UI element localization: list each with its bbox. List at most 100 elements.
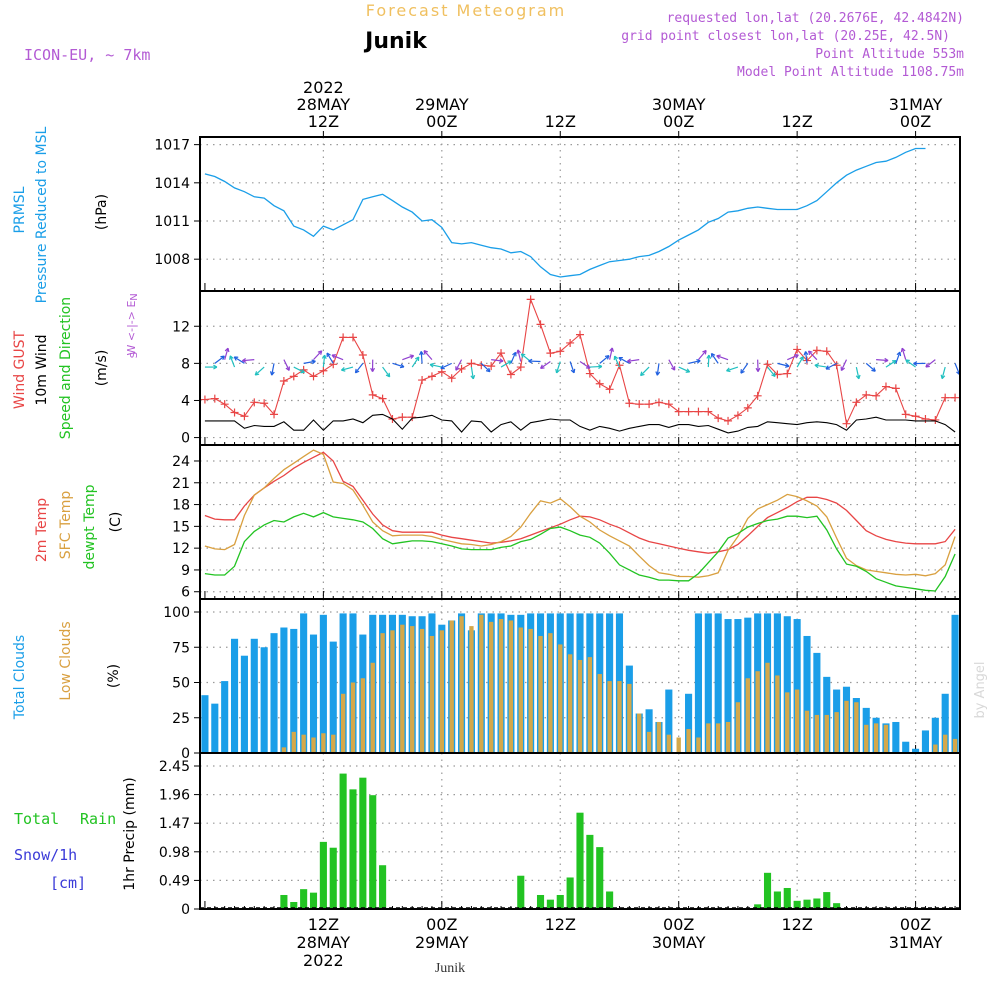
wind-arrowhead xyxy=(233,356,239,361)
wind-arrowhead xyxy=(470,374,476,380)
point-altitude: Point Altitude 553m xyxy=(815,47,964,62)
total-cloud-bar xyxy=(250,638,258,753)
wind-arrow xyxy=(229,355,236,368)
wind-arrowhead xyxy=(499,358,504,364)
gust-point xyxy=(862,390,871,399)
bottom-axis-hour: 00Z xyxy=(900,915,931,934)
wind-arrow xyxy=(440,362,452,369)
pressure-line xyxy=(204,147,926,278)
model-altitude: Model Point Altitude 1108.75m xyxy=(737,65,964,80)
rain-bar xyxy=(369,795,377,909)
snow-label: Snow/1h xyxy=(14,846,77,864)
wind-arrow xyxy=(303,360,316,364)
total-cloud-bar xyxy=(921,730,930,753)
low-cloud-bar xyxy=(577,659,583,753)
total-cloud-bar xyxy=(329,641,337,753)
wind-arrow xyxy=(678,366,690,373)
wind-arrowhead xyxy=(884,357,889,363)
wind-arrowhead xyxy=(326,352,331,358)
wind-arrowhead xyxy=(913,361,918,366)
low-cloud-bar xyxy=(656,721,662,753)
gust-point xyxy=(911,412,920,421)
low-cloud-bar xyxy=(794,689,800,753)
wind-panel: 0 4 8 12 NW <-|-> ES xyxy=(125,290,961,447)
rain-bar xyxy=(556,894,564,909)
bottom-axis-date: 28MAY xyxy=(297,933,351,952)
gust-point xyxy=(941,393,950,402)
wind-arrowhead xyxy=(626,358,632,364)
gust-point xyxy=(842,419,851,428)
wind-arrowhead xyxy=(570,368,576,374)
low-clouds-label: Low Clouds xyxy=(58,621,74,700)
wind-arrow xyxy=(589,365,602,368)
rain-bar xyxy=(546,899,554,909)
wind-arrowhead xyxy=(892,359,897,365)
gust-point xyxy=(516,363,525,372)
total-cloud-bar xyxy=(260,647,268,753)
wind-arrow xyxy=(242,359,255,362)
gust-point xyxy=(319,366,328,375)
wind-arrowhead xyxy=(807,350,813,356)
gust-point xyxy=(427,372,436,381)
wind-desc-label: Speed and Direction xyxy=(58,297,74,439)
gust-point xyxy=(625,399,634,408)
gust-point xyxy=(645,400,654,409)
wind-arrow xyxy=(420,351,423,364)
gust-point xyxy=(358,351,367,360)
total-cloud-bar xyxy=(280,627,288,753)
y-tick-label: 24 xyxy=(172,454,190,470)
compass-s: S xyxy=(129,352,140,358)
wind-arrow xyxy=(322,355,326,368)
wind-arrow xyxy=(895,351,901,364)
y-tick-label: 1014 xyxy=(154,176,190,192)
low-cloud-bar xyxy=(883,724,889,753)
total-cloud-bar xyxy=(803,635,811,753)
bottom-axis-date: 30MAY xyxy=(652,933,706,952)
rain-bar xyxy=(763,872,772,909)
gust-point xyxy=(497,349,506,358)
wind-arrowhead xyxy=(540,364,545,369)
sfc-temp-line xyxy=(204,449,956,578)
chart-title: Forecast Meteogram xyxy=(366,1,566,20)
bottom-axis-date: 31MAY xyxy=(889,933,943,952)
wind-arrow xyxy=(697,350,707,361)
model-name: ICON-EU, ~ 7km xyxy=(24,46,150,64)
rain-bar xyxy=(833,903,841,909)
gust-point xyxy=(329,360,338,369)
gust-point xyxy=(467,359,476,368)
top-axis-hour: 12Z xyxy=(781,112,812,131)
wind-arrow xyxy=(876,359,889,362)
low-cloud-bar xyxy=(617,681,622,753)
gust-point xyxy=(230,408,239,417)
total-cloud-bar xyxy=(793,619,801,753)
wind-arrow xyxy=(491,359,504,362)
gust-point xyxy=(220,400,229,409)
total-rain-label2: Rain xyxy=(80,810,116,828)
y-tick-label: 0 xyxy=(181,902,190,918)
wind-arrow xyxy=(455,359,463,371)
low-cloud-bar xyxy=(518,627,523,753)
wind-arrow xyxy=(941,366,946,379)
gust-point xyxy=(674,407,683,416)
low-cloud-bar xyxy=(528,628,533,753)
gust-point xyxy=(951,393,960,402)
rain-bar xyxy=(566,877,574,909)
wind-arrowhead xyxy=(604,355,610,360)
top-axis-date: 28MAY xyxy=(297,95,351,114)
wind-arrow xyxy=(767,366,776,377)
y-tick-label: 75 xyxy=(172,640,190,656)
rain-bar xyxy=(536,894,545,909)
wind-arrowhead xyxy=(755,367,761,372)
wind-arrowhead xyxy=(785,363,790,368)
low-cloud-bar xyxy=(360,678,366,753)
requested-lonlat: requested lon,lat (20.2676E, 42.4842N) xyxy=(667,11,964,26)
rain-bar xyxy=(823,892,831,909)
wind-line xyxy=(204,413,956,434)
low-cloud-bar xyxy=(291,731,296,753)
top-axis-year: 2022 xyxy=(303,78,344,97)
temp2m-label: 2m Temp xyxy=(34,498,50,562)
sfc-temp-label: SFC Temp xyxy=(58,491,74,560)
y-tick-label: 21 xyxy=(172,476,190,492)
wind-arrowhead xyxy=(585,364,591,369)
gust-point xyxy=(684,407,693,416)
